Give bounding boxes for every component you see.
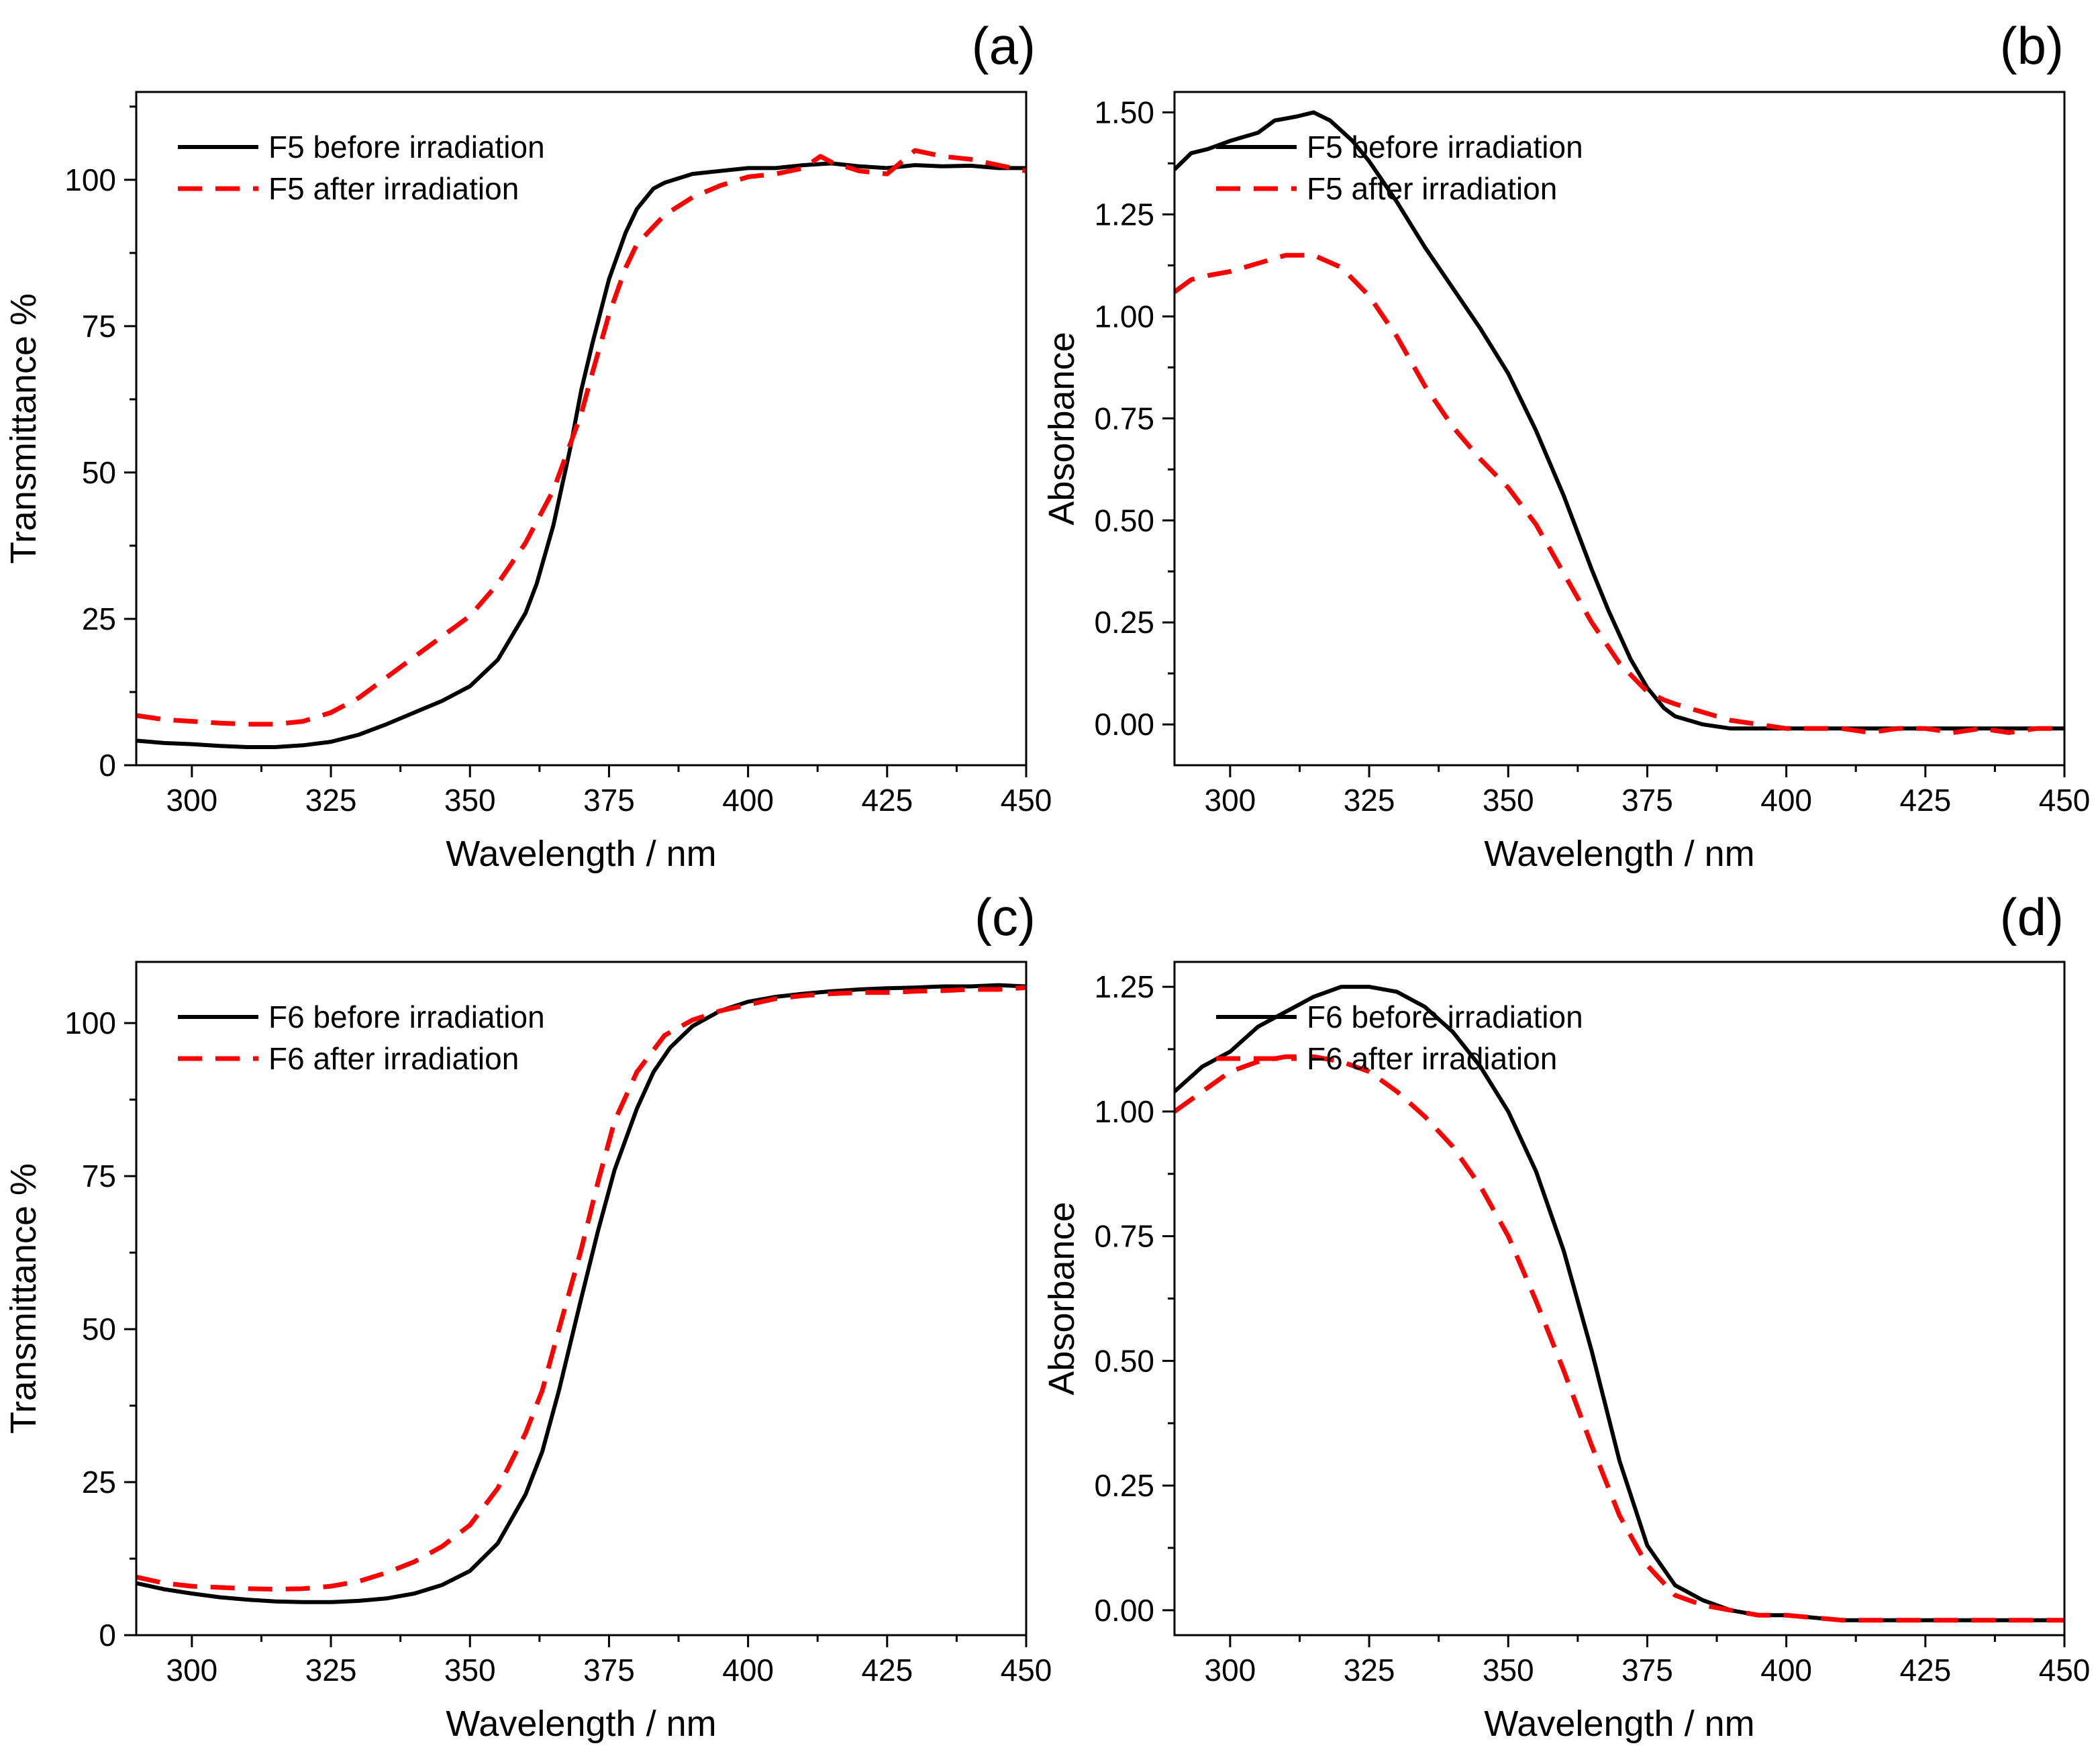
x-tick-label: 300: [166, 783, 218, 818]
y-axis-title: Absorbance: [1042, 1202, 1082, 1395]
legend-label: F6 before irradiation: [268, 999, 545, 1034]
panel-label: (c): [974, 887, 1036, 946]
x-tick-label: 450: [2039, 783, 2091, 818]
x-tick-label: 450: [2039, 1653, 2091, 1688]
y-tick-label: 0.25: [1094, 605, 1154, 640]
y-tick-label: 25: [82, 601, 116, 636]
legend-label: F5 before irradiation: [268, 130, 545, 164]
x-tick-label: 300: [1205, 783, 1256, 818]
series-line-before: [136, 983, 1026, 1604]
x-tick-label: 325: [1344, 783, 1395, 818]
y-tick-label: 0: [99, 748, 116, 783]
y-tick-label: 0.75: [1094, 1219, 1154, 1254]
y-tick-label: 1.00: [1094, 1094, 1154, 1129]
panel-label: (d): [2000, 887, 2064, 946]
plot-frame: [1173, 91, 2066, 767]
y-tick-label: 50: [82, 1312, 116, 1347]
x-tick-label: 450: [1001, 1653, 1052, 1688]
x-tick-label: 300: [166, 1653, 218, 1688]
x-axis-title: Wavelength / nm: [1484, 1704, 1754, 1744]
x-tick-label: 450: [1001, 783, 1052, 818]
x-tick-label: 375: [1621, 1653, 1673, 1688]
series-line-after: [136, 148, 1026, 727]
x-tick-label: 425: [861, 1653, 913, 1688]
x-axis-title: Wavelength / nm: [446, 1704, 716, 1744]
x-tick-label: 400: [1760, 1653, 1812, 1688]
legend-label: F6 after irradiation: [268, 1041, 519, 1076]
plot-frame: [135, 961, 1028, 1637]
y-tick-label: 100: [64, 162, 116, 197]
x-tick-label: 325: [1344, 1653, 1395, 1688]
y-tick-label: 0.50: [1094, 503, 1154, 538]
series-line-before: [136, 161, 1026, 749]
x-tick-label: 400: [722, 783, 774, 818]
x-tick-label: 400: [722, 1653, 774, 1688]
y-tick-label: 0.00: [1094, 1593, 1154, 1628]
x-tick-label: 375: [1621, 783, 1673, 818]
y-tick-label: 1.25: [1094, 969, 1154, 1004]
y-tick-label: 50: [82, 455, 116, 490]
y-tick-label: 1.50: [1094, 95, 1154, 130]
series-line-after: [1174, 252, 2064, 735]
y-tick-label: 0: [99, 1618, 116, 1653]
y-tick-label: 1.00: [1094, 299, 1154, 334]
y-tick-label: 75: [82, 309, 116, 344]
x-tick-label: 425: [861, 783, 913, 818]
y-tick-label: 1.25: [1094, 197, 1154, 232]
x-tick-label: 425: [1899, 783, 1951, 818]
y-tick-label: 25: [82, 1465, 116, 1500]
y-tick-label: 0.25: [1094, 1468, 1154, 1503]
y-tick-label: 0.75: [1094, 401, 1154, 436]
x-tick-label: 350: [444, 1653, 496, 1688]
x-tick-label: 375: [583, 783, 635, 818]
y-axis-title: Transmittance %: [3, 293, 44, 564]
y-tick-label: 0.00: [1094, 707, 1154, 742]
y-tick-label: 0.50: [1094, 1343, 1154, 1378]
series-line-before: [1174, 985, 2064, 1622]
x-tick-label: 425: [1899, 1653, 1951, 1688]
y-tick-label: 75: [82, 1159, 116, 1193]
y-axis-title: Transmittance %: [3, 1163, 44, 1434]
x-tick-label: 325: [305, 1653, 357, 1688]
chart-panel-2: (c) 300 325 350 375 400 425 450 0 25 50 75 100 Wavele…: [3, 887, 1052, 1744]
legend-label: F5 after irradiation: [268, 171, 519, 206]
x-tick-label: 325: [305, 783, 357, 818]
legend-label: F6 before irradiation: [1307, 999, 1583, 1034]
x-tick-label: 300: [1205, 1653, 1256, 1688]
chart-panel-0: (a) 300 325 350 375 400 425 450 0 25 50 75 100 Wavele…: [3, 16, 1052, 874]
panel-label: (a): [972, 16, 1036, 75]
y-tick-label: 100: [64, 1006, 116, 1040]
x-tick-label: 375: [583, 1653, 635, 1688]
panel-label: (b): [2000, 16, 2064, 75]
series-line-after: [1174, 1054, 2064, 1623]
plot-frame: [135, 91, 1028, 767]
legend-label: F6 after irradiation: [1307, 1041, 1557, 1076]
x-tick-label: 350: [1483, 1653, 1534, 1688]
y-axis-title: Absorbance: [1042, 332, 1082, 525]
x-tick-label: 350: [1483, 783, 1534, 818]
x-tick-label: 350: [444, 783, 496, 818]
series-line-after: [136, 985, 1026, 1592]
plot-frame: [1173, 961, 2066, 1637]
legend-label: F5 after irradiation: [1307, 171, 1557, 206]
x-axis-title: Wavelength / nm: [446, 834, 716, 874]
x-axis-title: Wavelength / nm: [1484, 834, 1754, 874]
x-tick-label: 400: [1760, 783, 1812, 818]
legend-label: F5 before irradiation: [1307, 130, 1583, 164]
chart-panel-3: (d) 300 325 350 375 400 425 450 0.00 0.25 0.50 0.75…: [1042, 887, 2090, 1744]
chart-panel-1: (b) 300 325 350 375 400 425 450 0.00 0.25 0.50 0.75…: [1042, 16, 2090, 874]
